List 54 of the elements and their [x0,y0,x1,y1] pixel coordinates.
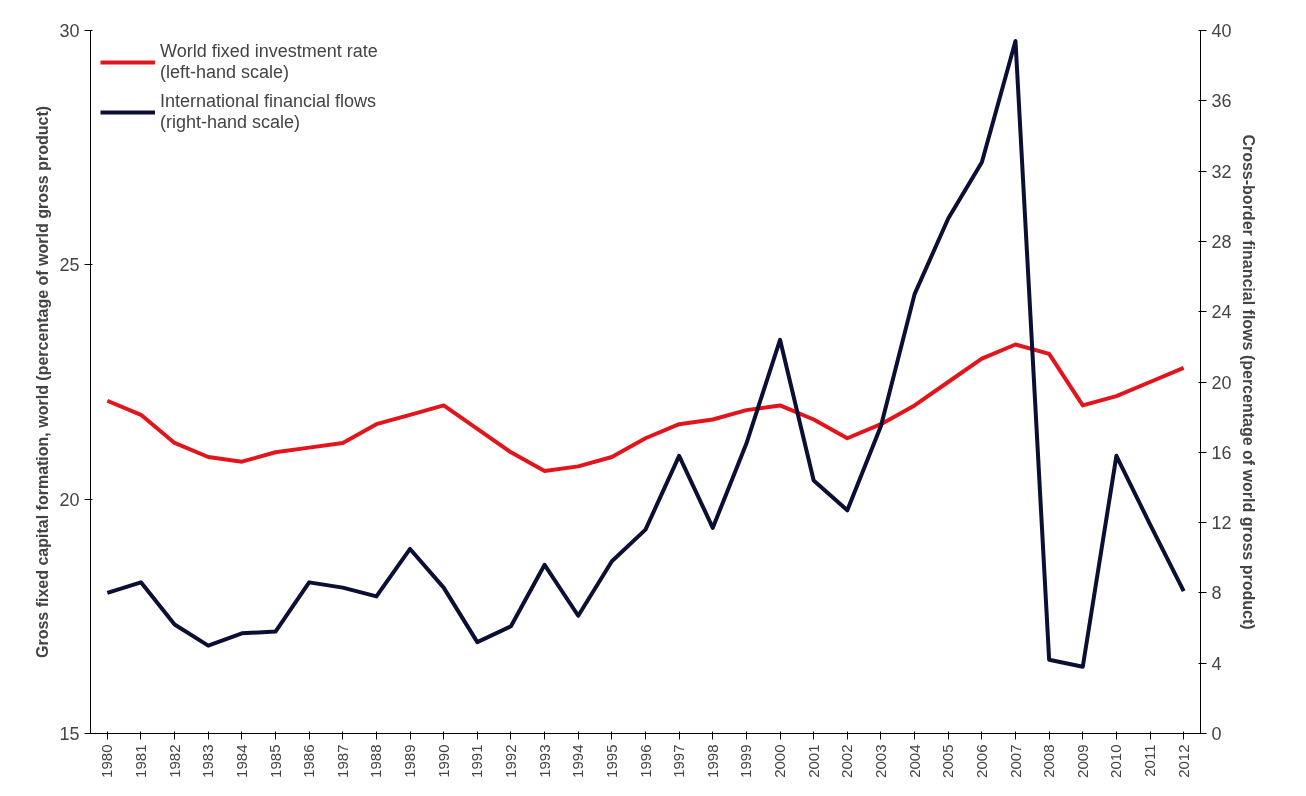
y2-tick-label: 24 [1211,302,1232,323]
y-tick-label: 20 [59,489,80,510]
x-tick-label: 1980 [98,744,116,778]
x-tick-label: 1982 [165,744,183,778]
x-tick-label: 2000 [771,744,789,778]
x-tick-label: 2008 [1040,744,1058,778]
y2-tick-label: 12 [1211,513,1232,534]
x-tick-label: 2012 [1174,744,1192,778]
x-tick-label: 2009 [1073,744,1091,778]
x-tick-label: 1996 [636,744,654,778]
x-tick-label: 1993 [535,744,553,778]
x-tick-label: 2007 [1006,744,1024,778]
x-tick-label: 1981 [131,744,149,778]
y2-tick-label: 36 [1211,91,1232,112]
y2-tick-label: 0 [1211,724,1222,744]
x-tick-label: 2010 [1107,744,1125,778]
x-tick-label: 1998 [703,744,721,778]
x-tick-label: 1994 [569,744,587,778]
x-tick-label: 2003 [871,744,889,778]
x-tick-label: 2006 [972,744,990,778]
x-tick-label: 1990 [434,744,452,778]
legend-label: International financial flows (right-hand scale) [160,90,377,134]
x-tick-label: 2011 [1141,744,1159,777]
x-tick-label: 1986 [300,744,318,778]
x-tick-label: 2002 [838,744,856,778]
x-tick-label: 1991 [468,744,486,778]
y2-tick-label: 8 [1211,583,1222,604]
x-tick-label: 1987 [333,744,351,778]
x-tick-label: 1988 [367,744,385,778]
x-tick-label: 1992 [501,744,519,778]
x-tick-label: 1989 [401,744,419,778]
y2-tick-label: 28 [1211,231,1232,252]
y2-tick-label: 16 [1211,442,1232,463]
x-tick-label: 1995 [602,744,620,778]
x-tick-label: 1997 [670,744,688,778]
x-tick-label: 2004 [905,744,923,778]
line-series [105,39,1186,669]
x-tick-label: 1983 [199,744,217,778]
y2-tick-label: 20 [1211,372,1232,393]
y2-tick-label: 40 [1211,21,1232,41]
y2-tick-label: 32 [1211,161,1232,182]
legend-label: World fixed investment rate (left-hand scale) [160,40,378,84]
line-series [105,342,1186,474]
x-tick-label: 1999 [737,744,755,778]
y2-axis-title: Cross-border financial flows (percentage of world gross product) [1239,134,1257,630]
y-tick-label: 25 [59,255,80,276]
y-axis-title: Gross fixed capital formation, world (percentage of world gross product) [34,105,52,659]
x-tick-label: 1985 [266,744,284,778]
x-tick-label: 1984 [232,744,250,778]
y2-tick-label: 4 [1211,653,1222,674]
y-tick-label: 15 [59,724,80,744]
x-tick-label: 2005 [939,744,957,778]
x-tick-label: 2001 [804,744,822,778]
y-tick-label: 30 [59,21,80,41]
